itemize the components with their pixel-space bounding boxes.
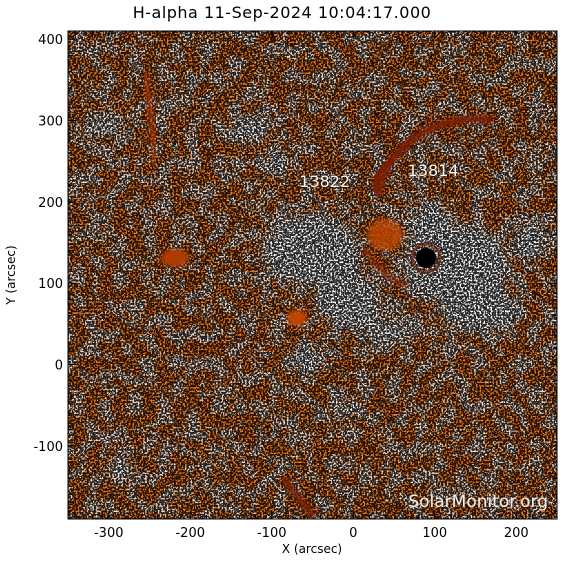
- y-axis: -100 0 100 200 300 400: [33, 33, 557, 512]
- speckle-noise: [68, 31, 557, 519]
- y-tick-label: 0: [55, 358, 63, 373]
- x-axis-label: X (arcsec): [282, 542, 342, 556]
- y-tick-label: -100: [33, 440, 63, 455]
- x-tick-label: -300: [94, 526, 124, 541]
- y-tick-label: 200: [38, 196, 63, 211]
- x-tick-label: 0: [349, 526, 357, 541]
- x-tick-label: -100: [257, 526, 287, 541]
- sunspot: [416, 248, 436, 268]
- filaments: [143, 73, 494, 518]
- y-axis-label: Y (arcsec): [4, 245, 18, 305]
- halpha-image: 13822 13814 SolarMonitor.org: [68, 31, 557, 519]
- y-tick-label: 300: [38, 114, 63, 129]
- x-tick-label: 200: [504, 526, 529, 541]
- x-tick-label: -200: [175, 526, 205, 541]
- active-region-label: 13814: [408, 161, 459, 180]
- active-region-label: 13822: [299, 172, 350, 191]
- active-region-labels: 13822 13814: [299, 160, 459, 191]
- x-axis: -300 -200 -100 0 100 200: [75, 31, 550, 541]
- y-tick-label: 100: [38, 277, 63, 292]
- plot-title: H-alpha 11-Sep-2024 10:04:17.000: [132, 3, 432, 22]
- watermark-text: SolarMonitor.org: [408, 492, 548, 512]
- plot-frame: [67, 30, 558, 520]
- x-tick-label: 100: [422, 526, 447, 541]
- y-tick-label: 400: [38, 33, 63, 48]
